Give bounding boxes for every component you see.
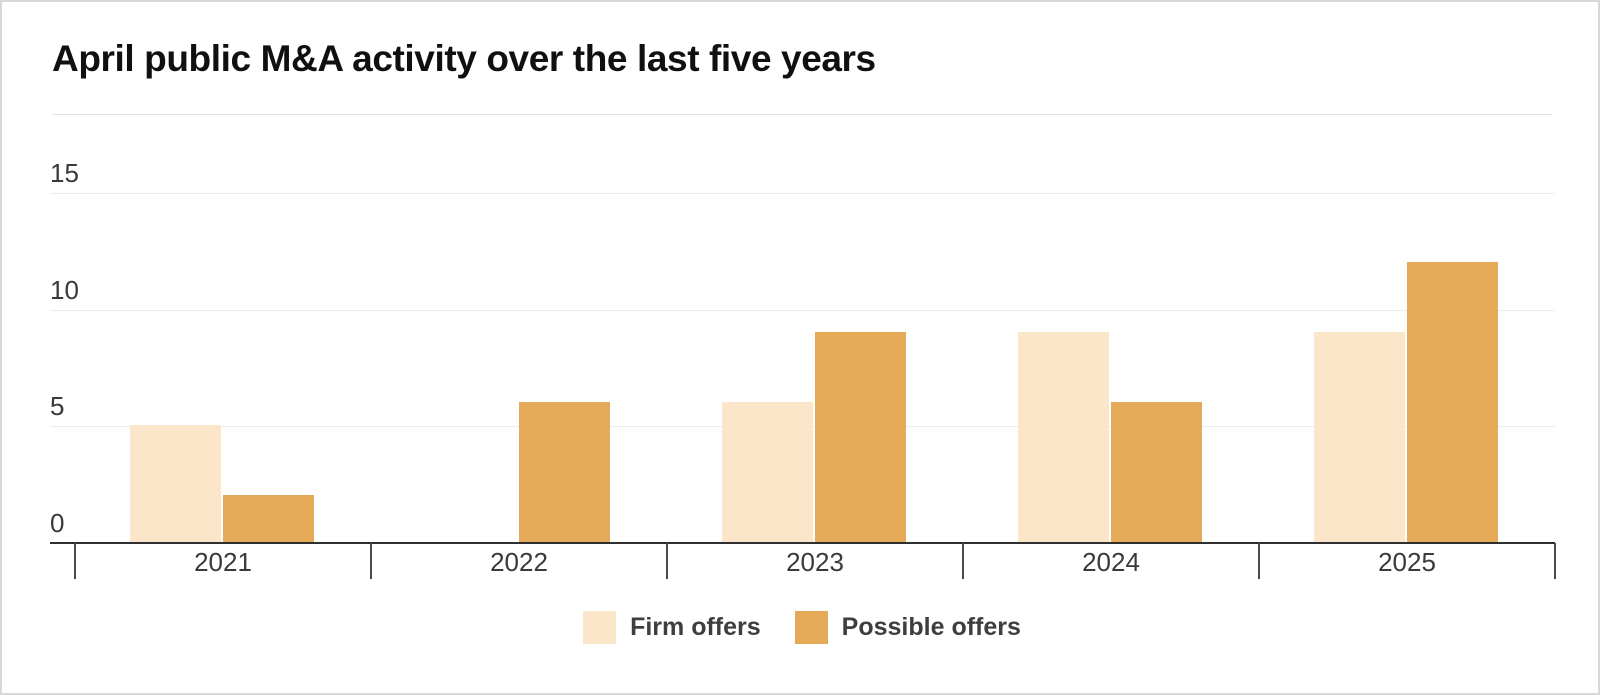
gridline-10 xyxy=(50,309,1555,311)
y-axis-label-5: 5 xyxy=(50,391,65,422)
x-axis-line xyxy=(50,542,1555,544)
x-axis-tick-3 xyxy=(962,543,964,579)
x-axis-label-2022: 2022 xyxy=(490,547,548,577)
y-axis-label-10: 10 xyxy=(50,274,79,305)
bar-firm-offers-2024[interactable] xyxy=(1018,332,1109,542)
firm-offers-swatch-icon xyxy=(583,611,617,644)
x-axis-tick-5 xyxy=(1554,543,1556,579)
legend-item-possible-offers[interactable]: Possible offers xyxy=(794,611,1021,644)
title-divider xyxy=(52,114,1552,115)
y-axis-label-0: 0 xyxy=(50,508,65,538)
chart-title: April public M&A activity over the last … xyxy=(52,38,876,79)
gridline-15 xyxy=(50,193,1555,194)
x-axis-label-2025: 2025 xyxy=(1378,547,1436,577)
x-axis-label-2024: 2024 xyxy=(1082,547,1140,577)
bar-possible-offers-2024[interactable] xyxy=(1111,402,1202,542)
x-axis-tick-2 xyxy=(666,543,668,579)
x-axis-label-2023: 2023 xyxy=(786,547,844,577)
legend-label-possible-offers: Possible offers xyxy=(841,613,1021,641)
y-axis-label-15: 15 xyxy=(50,158,79,188)
bar-possible-offers-2021[interactable] xyxy=(223,495,314,542)
bar-firm-offers-2023[interactable] xyxy=(722,402,813,542)
x-axis-tick-4 xyxy=(1258,543,1260,579)
possible-offers-swatch-icon xyxy=(794,611,828,644)
bar-firm-offers-2021[interactable] xyxy=(130,425,221,542)
bar-firm-offers-2025[interactable] xyxy=(1314,332,1405,542)
bar-possible-offers-2023[interactable] xyxy=(815,332,906,542)
chart-legend: Firm offers Possible offers xyxy=(2,611,1598,644)
bar-possible-offers-2025[interactable] xyxy=(1407,262,1498,542)
legend-item-firm-offers[interactable]: Firm offers xyxy=(583,611,761,644)
legend-label-firm-offers: Firm offers xyxy=(630,613,761,641)
x-axis-tick-1 xyxy=(370,543,372,579)
x-axis-tick-0 xyxy=(74,543,76,579)
x-axis-label-2021: 2021 xyxy=(194,547,252,577)
bar-possible-offers-2022[interactable] xyxy=(519,402,610,542)
